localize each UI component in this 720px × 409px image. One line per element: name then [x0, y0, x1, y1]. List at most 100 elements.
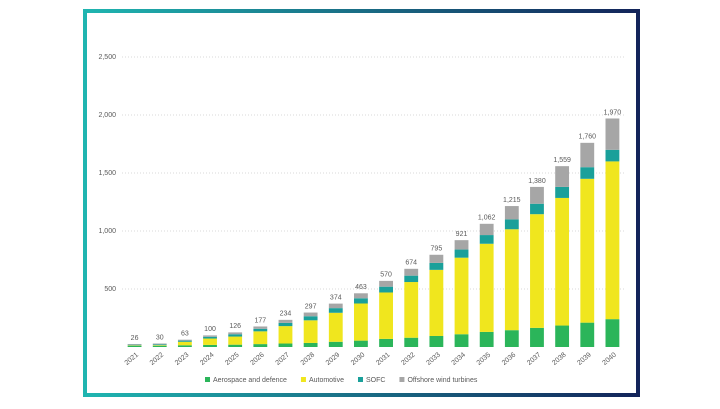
- bar-segment: [555, 187, 569, 198]
- total-label: 63: [181, 331, 189, 338]
- bar-segment: [555, 326, 569, 347]
- total-label: 374: [330, 294, 342, 301]
- legend-swatch: [205, 377, 210, 382]
- bar-segment: [279, 344, 293, 347]
- total-label: 26: [131, 335, 139, 342]
- bar-segment: [555, 198, 569, 326]
- bar-segment: [429, 263, 443, 270]
- bar-segment: [279, 326, 293, 343]
- bar-segment: [480, 235, 494, 244]
- total-label: 463: [355, 284, 367, 291]
- x-tick-label: 2037: [526, 352, 543, 367]
- bar-segment: [505, 219, 519, 229]
- bar-segment: [228, 337, 242, 345]
- bar-segment: [354, 304, 368, 341]
- total-label: 126: [229, 323, 241, 330]
- total-label: 1,760: [579, 134, 597, 141]
- bar-segment: [480, 224, 494, 235]
- bar-segment: [480, 332, 494, 347]
- bar-segment: [429, 255, 443, 263]
- bar-segment: [329, 308, 343, 313]
- bar-segment: [279, 323, 293, 326]
- bar-segment: [606, 319, 620, 347]
- bar-segment: [379, 339, 393, 347]
- bar-segment: [178, 341, 192, 342]
- bar-segment: [253, 329, 267, 332]
- y-tick-label: 1,000: [98, 228, 116, 235]
- bar-segment: [304, 313, 318, 317]
- bar-segment: [404, 269, 418, 276]
- bar-segment: [530, 204, 544, 214]
- total-label: 674: [405, 260, 417, 267]
- bar-segment: [580, 323, 594, 347]
- total-label: 1,559: [553, 157, 571, 164]
- bar-segment: [153, 344, 167, 345]
- bar-segment: [480, 244, 494, 332]
- bar-segment: [379, 281, 393, 287]
- legend-label: SOFC: [366, 377, 385, 384]
- bar-segment: [304, 343, 318, 347]
- total-label: 1,970: [604, 109, 622, 116]
- bar-segment: [580, 143, 594, 167]
- x-tick-label: 2032: [400, 352, 417, 367]
- bar-segment: [429, 336, 443, 347]
- bar-segment: [203, 337, 217, 339]
- total-label: 100: [204, 326, 216, 333]
- bar-segment: [153, 344, 167, 345]
- legend-swatch: [399, 377, 404, 382]
- bar-segment: [530, 328, 544, 347]
- bar-segment: [429, 270, 443, 336]
- y-tick-label: 500: [104, 286, 116, 293]
- total-label: 1,380: [528, 178, 546, 185]
- bar-segment: [555, 166, 569, 187]
- bar-segment: [203, 335, 217, 336]
- x-tick-label: 2031: [375, 352, 392, 367]
- x-tick-label: 2025: [224, 352, 241, 367]
- total-label: 177: [254, 317, 266, 324]
- total-label: 1,215: [503, 197, 521, 204]
- bar-segment: [455, 258, 469, 335]
- x-tick-label: 2021: [124, 352, 141, 367]
- total-label: 30: [156, 334, 164, 341]
- bar-segment: [455, 334, 469, 347]
- bar-segment: [455, 250, 469, 258]
- bar-segment: [580, 167, 594, 179]
- bar-segment: [354, 298, 368, 303]
- x-tick-label: 2033: [425, 352, 442, 367]
- x-tick-label: 2036: [501, 352, 518, 367]
- bar-segment: [203, 345, 217, 347]
- total-label: 1,062: [478, 215, 496, 222]
- bar-segment: [253, 344, 267, 347]
- bar-segment: [404, 276, 418, 282]
- x-tick-label: 2029: [325, 352, 342, 367]
- bar-segment: [203, 339, 217, 345]
- bar-segment: [606, 118, 620, 149]
- x-tick-label: 2024: [199, 352, 216, 367]
- bar-segment: [153, 345, 167, 346]
- bar-segment: [379, 292, 393, 338]
- bar-segment: [354, 341, 368, 347]
- total-label: 921: [456, 231, 468, 238]
- total-label: 570: [380, 272, 392, 279]
- bar-segment: [304, 320, 318, 343]
- legend-swatch: [301, 377, 306, 382]
- bar-segment: [354, 293, 368, 298]
- bar-segment: [178, 345, 192, 347]
- bar-segment: [530, 214, 544, 328]
- bar-segment: [606, 161, 620, 319]
- total-label: 795: [431, 246, 443, 253]
- bar-segment: [228, 332, 242, 334]
- bar-segment: [128, 345, 142, 346]
- x-tick-label: 2022: [149, 352, 166, 367]
- x-tick-label: 2034: [451, 352, 468, 367]
- legend-label: Offshore wind turbines: [407, 377, 477, 384]
- x-tick-label: 2035: [476, 352, 493, 367]
- bar-segment: [128, 344, 142, 345]
- bar-segment: [404, 282, 418, 338]
- bar-segment: [505, 330, 519, 347]
- bar-segment: [228, 345, 242, 347]
- bar-segment: [253, 326, 267, 328]
- x-tick-label: 2040: [601, 352, 618, 367]
- bar-segment: [505, 206, 519, 219]
